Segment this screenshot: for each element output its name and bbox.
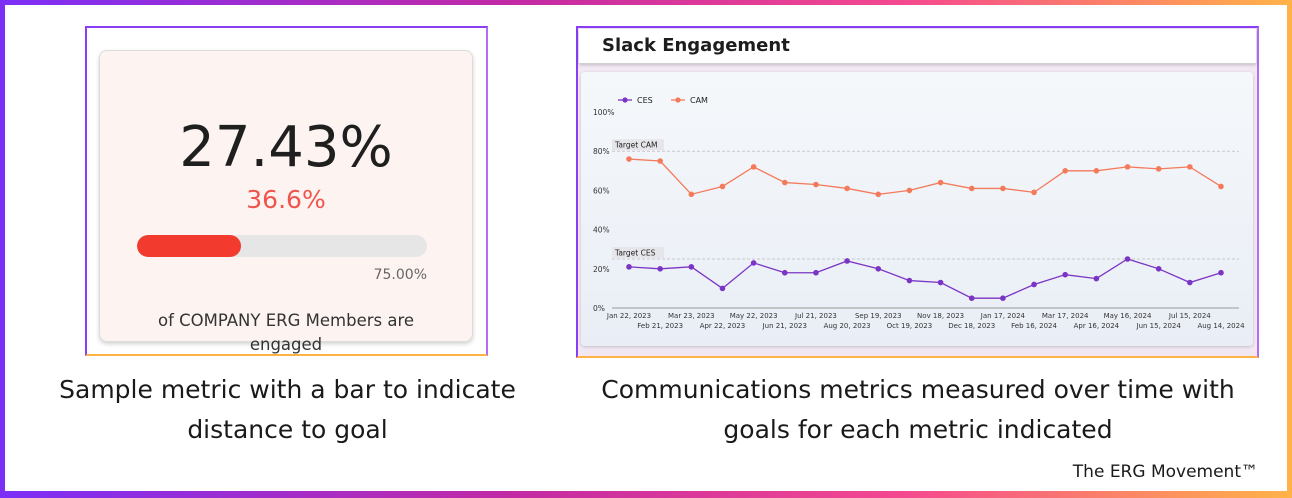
- data-point-ces: [1000, 295, 1006, 301]
- x-tick-label: Jun 15, 2024: [1136, 322, 1182, 330]
- series-line-cam: [628, 158, 1222, 196]
- data-point-ces: [657, 266, 663, 272]
- data-point-ces: [1124, 256, 1131, 262]
- data-point-ces: [781, 269, 788, 276]
- x-tick-label: Jan 22, 2023: [606, 312, 651, 320]
- x-tick-label: Sep 19, 2023: [855, 312, 902, 320]
- data-point-cam: [1062, 168, 1069, 174]
- x-tick-label: Apr 22, 2023: [700, 322, 746, 330]
- data-point-ces: [813, 269, 819, 276]
- x-tick-label: Dec 18, 2023: [948, 322, 995, 330]
- goal-progress-bar: [137, 235, 427, 257]
- data-point-cam: [937, 179, 944, 186]
- y-tick-label: 60%: [593, 186, 610, 195]
- right-caption-line2: goals for each metric indicated: [723, 415, 1113, 444]
- x-tick-label: Oct 19, 2023: [887, 322, 933, 330]
- left-caption-line1: Sample metric with a bar to indicate: [59, 375, 516, 404]
- data-point-ces: [844, 258, 850, 264]
- y-tick-label: 0%: [593, 304, 605, 313]
- data-point-cam: [1155, 166, 1162, 172]
- target-label: Target CES: [614, 249, 656, 258]
- chart-title-bar: Slack Engagement: [579, 29, 1256, 64]
- x-tick-label: Feb 21, 2023: [637, 322, 683, 330]
- metric-panel: 27.43% 36.6% 75.00% of COMPANY ERG Membe…: [85, 26, 488, 356]
- data-point-cam: [719, 183, 726, 190]
- legend-marker: [675, 97, 681, 103]
- data-point-cam: [781, 179, 788, 186]
- data-point-ces: [1187, 279, 1193, 286]
- data-point-cam: [1031, 189, 1037, 196]
- target-label-bg: [612, 247, 664, 258]
- series-line-ces: [628, 258, 1222, 299]
- line-chart: 0% 20% 40% 60% 80% 100% Target CAM Target CES Ja…: [593, 96, 1245, 330]
- y-tick-label: 80%: [593, 147, 610, 156]
- legend-marker: [622, 97, 628, 103]
- right-caption: Communications metrics measured over tim…: [578, 370, 1258, 450]
- metric-description: of COMPANY ERG Members are engaged: [100, 309, 472, 357]
- data-point-cam: [1218, 183, 1224, 190]
- metric-secondary-value: 36.6%: [246, 185, 326, 214]
- x-tick-label: Apr 16, 2024: [1074, 322, 1120, 330]
- data-point-ces: [1031, 281, 1037, 288]
- data-point-cam: [688, 191, 695, 198]
- data-point-cam: [1187, 164, 1193, 170]
- legend-label: CES: [637, 96, 653, 105]
- chart-panel: Slack Engagement 0% 20% 40% 60% 80% 100% Targe…: [576, 26, 1259, 358]
- data-point-cam: [875, 191, 882, 198]
- data-point-ces: [968, 295, 975, 301]
- chart-card: 0% 20% 40% 60% 80% 100% Target CAM Target CES Ja…: [581, 72, 1253, 346]
- data-point-ces: [875, 266, 882, 272]
- target-label: Target CAM: [614, 141, 657, 150]
- data-point-cam: [657, 158, 663, 164]
- x-tick-label: Jun 21, 2023: [762, 322, 807, 330]
- target-label-bg: [612, 139, 664, 151]
- data-point-ces: [906, 277, 913, 284]
- data-point-cam: [626, 156, 632, 162]
- metric-value: 27.43%: [179, 115, 393, 180]
- goal-label: 75.00%: [373, 267, 427, 283]
- x-tick-label: May 16, 2024: [1104, 312, 1152, 320]
- goal-progress-fill: [137, 235, 242, 257]
- data-point-cam: [1124, 164, 1131, 170]
- data-point-cam: [1093, 168, 1100, 174]
- left-caption: Sample metric with a bar to indicate dis…: [20, 370, 555, 450]
- x-tick-label: Nov 18, 2023: [917, 312, 964, 320]
- data-point-ces: [1155, 266, 1162, 272]
- right-caption-line1: Communications metrics measured over tim…: [601, 375, 1235, 404]
- data-point-ces: [1062, 271, 1069, 278]
- data-point-cam: [813, 181, 819, 188]
- brand-label: The ERG Movement™: [1072, 462, 1258, 482]
- data-point-ces: [626, 264, 632, 270]
- x-tick-label: May 22, 2023: [730, 312, 778, 320]
- x-tick-label: Mar 23, 2023: [668, 312, 715, 320]
- data-point-cam: [906, 187, 913, 194]
- y-tick-label: 40%: [593, 226, 610, 235]
- data-point-cam: [750, 164, 757, 170]
- x-tick-label: Aug 14, 2024: [1197, 322, 1245, 330]
- chart-title: Slack Engagement: [602, 35, 790, 56]
- x-tick-label: Aug 20, 2023: [824, 322, 871, 330]
- x-tick-label: Jan 17, 2024: [980, 312, 1026, 320]
- data-point-ces: [1218, 269, 1224, 276]
- x-tick-label: Mar 17, 2024: [1042, 312, 1089, 320]
- y-tick-label: 100%: [593, 108, 614, 117]
- legend-label: CAM: [690, 96, 708, 105]
- data-point-cam: [968, 185, 975, 192]
- left-caption-line2: distance to goal: [187, 415, 388, 444]
- data-point-ces: [719, 285, 726, 292]
- metric-description-line1: of COMPANY ERG Members are: [157, 311, 415, 330]
- data-point-ces: [937, 279, 944, 286]
- y-tick-label: 20%: [593, 265, 610, 274]
- metric-card: 27.43% 36.6% 75.00% of COMPANY ERG Membe…: [99, 50, 473, 354]
- data-point-ces: [1093, 275, 1100, 282]
- data-point-cam: [1000, 185, 1006, 192]
- x-tick-label: Jul 15, 2024: [1168, 312, 1211, 320]
- data-point-cam: [844, 185, 850, 192]
- data-point-ces: [688, 264, 695, 270]
- x-tick-label: Feb 16, 2024: [1011, 322, 1057, 330]
- metric-description-line2: engaged: [249, 335, 323, 354]
- data-point-ces: [750, 260, 757, 266]
- x-tick-label: Jul 21, 2023: [794, 312, 837, 320]
